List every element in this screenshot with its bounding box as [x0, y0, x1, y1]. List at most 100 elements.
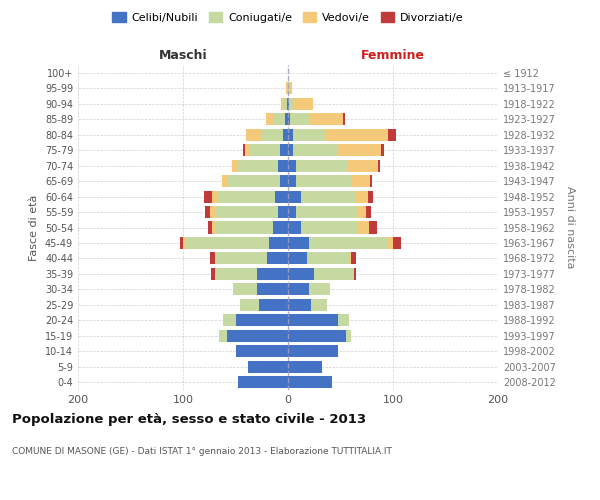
Bar [288, 144, 293, 156]
Bar [277, 206, 288, 218]
Bar [369, 222, 377, 234]
Bar [309, 113, 343, 125]
Bar [309, 237, 388, 249]
Bar [288, 98, 289, 110]
Bar [288, 376, 332, 388]
Bar [288, 160, 296, 172]
Bar [370, 175, 372, 187]
Bar [296, 206, 358, 218]
Bar [267, 252, 288, 264]
Bar [269, 237, 288, 249]
Bar [379, 160, 380, 172]
Bar [288, 361, 322, 373]
Bar [215, 268, 257, 280]
Bar [212, 190, 218, 202]
Bar [235, 314, 288, 326]
Bar [288, 314, 338, 326]
Bar [351, 175, 370, 187]
Bar [211, 252, 215, 264]
Bar [358, 206, 366, 218]
Bar [338, 314, 349, 326]
Bar [288, 268, 314, 280]
Bar [343, 113, 345, 125]
Bar [288, 190, 301, 202]
Bar [288, 82, 289, 94]
Bar [288, 330, 346, 342]
Bar [289, 82, 292, 94]
Text: Femmine: Femmine [361, 49, 425, 62]
Bar [388, 237, 393, 249]
Bar [301, 222, 358, 234]
Bar [293, 144, 337, 156]
Text: COMUNE DI MASONE (GE) - Dati ISTAT 1° gennaio 2013 - Elaborazione TUTTITALIA.IT: COMUNE DI MASONE (GE) - Dati ISTAT 1° ge… [12, 448, 392, 456]
Bar [238, 160, 277, 172]
Bar [351, 252, 356, 264]
Bar [309, 284, 330, 296]
Bar [288, 175, 296, 187]
Bar [293, 128, 325, 140]
Bar [266, 113, 274, 125]
Bar [337, 144, 382, 156]
Bar [212, 222, 215, 234]
Bar [245, 144, 250, 156]
Bar [295, 98, 313, 110]
Bar [366, 206, 371, 218]
Bar [286, 82, 287, 94]
Bar [284, 98, 287, 110]
Bar [288, 299, 311, 311]
Bar [243, 144, 245, 156]
Bar [280, 144, 288, 156]
Bar [222, 175, 227, 187]
Y-axis label: Fasce di età: Fasce di età [29, 194, 39, 260]
Bar [287, 82, 288, 94]
Bar [283, 128, 288, 140]
Bar [281, 98, 284, 110]
Bar [238, 376, 288, 388]
Bar [288, 252, 307, 264]
Bar [233, 284, 257, 296]
Bar [354, 268, 356, 280]
Bar [205, 206, 210, 218]
Bar [218, 190, 275, 202]
Bar [280, 175, 288, 187]
Bar [288, 346, 338, 358]
Bar [257, 268, 288, 280]
Bar [307, 252, 349, 264]
Bar [211, 268, 215, 280]
Bar [347, 160, 379, 172]
Y-axis label: Anni di nascita: Anni di nascita [565, 186, 575, 269]
Text: Maschi: Maschi [158, 49, 208, 62]
Bar [288, 113, 290, 125]
Bar [288, 284, 309, 296]
Bar [215, 252, 267, 264]
Bar [287, 98, 288, 110]
Bar [257, 284, 288, 296]
Bar [223, 314, 235, 326]
Bar [215, 206, 277, 218]
Bar [393, 237, 401, 249]
Bar [355, 190, 368, 202]
Bar [250, 144, 280, 156]
Bar [368, 190, 373, 202]
Bar [262, 128, 283, 140]
Bar [346, 330, 351, 342]
Bar [274, 113, 285, 125]
Bar [290, 113, 309, 125]
Bar [358, 222, 369, 234]
Bar [215, 222, 274, 234]
Bar [218, 330, 227, 342]
Bar [274, 222, 288, 234]
Bar [388, 128, 396, 140]
Bar [235, 346, 288, 358]
Bar [288, 222, 301, 234]
Bar [275, 190, 288, 202]
Bar [288, 128, 293, 140]
Bar [296, 175, 351, 187]
Bar [288, 237, 309, 249]
Bar [227, 330, 288, 342]
Text: Popolazione per età, sesso e stato civile - 2013: Popolazione per età, sesso e stato civil… [12, 412, 366, 426]
Bar [180, 237, 183, 249]
Bar [240, 299, 259, 311]
Bar [325, 128, 388, 140]
Bar [314, 268, 354, 280]
